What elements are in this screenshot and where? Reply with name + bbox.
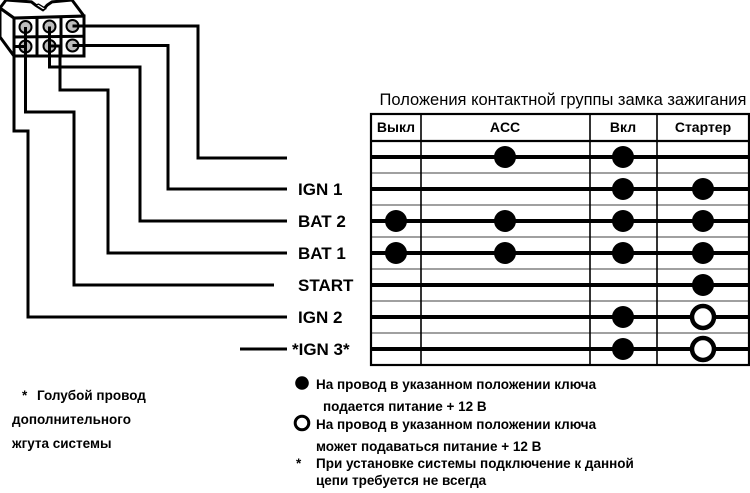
svg-text:Стартер: Стартер	[675, 119, 731, 135]
svg-text:BAT 2: BAT 2	[298, 212, 346, 231]
svg-text:START: START	[298, 276, 354, 295]
svg-text:BAT 1: BAT 1	[298, 244, 346, 263]
svg-text:*: *	[296, 456, 302, 471]
svg-text:подается питание + 12 В: подается питание + 12 В	[323, 399, 487, 414]
svg-text:На провод в указанном положени: На провод в указанном положении ключа	[316, 377, 597, 392]
svg-text:При установке системы подключе: При установке системы подключение к данн…	[316, 456, 634, 471]
svg-text:дополнительного: дополнительного	[12, 412, 131, 427]
svg-text:ACC: ACC	[490, 119, 520, 135]
svg-text:На провод в указанном положени: На провод в указанном положении ключа	[316, 417, 597, 432]
svg-text:жгута системы: жгута системы	[11, 436, 112, 451]
svg-text:IGN 2: IGN 2	[298, 308, 342, 327]
svg-text:Положения контактной группы за: Положения контактной группы замка зажига…	[380, 91, 747, 109]
svg-text:может подаваться питание + 12: может подаваться питание + 12 В	[316, 439, 542, 454]
svg-text:*: *	[22, 388, 28, 403]
svg-text:Выкл: Выкл	[377, 119, 415, 135]
svg-text:Голубой провод: Голубой провод	[37, 388, 146, 403]
svg-text:цепи требуется не всегда: цепи требуется не всегда	[316, 473, 487, 488]
svg-text:IGN 1: IGN 1	[298, 180, 342, 199]
svg-text:Вкл: Вкл	[610, 119, 636, 135]
svg-text:*IGN 3*: *IGN 3*	[292, 340, 350, 359]
